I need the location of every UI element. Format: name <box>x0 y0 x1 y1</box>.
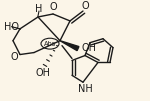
Text: NH: NH <box>78 84 92 94</box>
Text: HO: HO <box>4 22 19 32</box>
Text: H: H <box>35 4 43 14</box>
Text: O: O <box>81 1 89 11</box>
Text: OH: OH <box>81 43 96 53</box>
Text: Abs: Abs <box>44 41 56 47</box>
Text: O: O <box>10 52 18 62</box>
Text: O: O <box>49 2 57 12</box>
Text: OH: OH <box>36 68 51 78</box>
Polygon shape <box>60 41 79 51</box>
